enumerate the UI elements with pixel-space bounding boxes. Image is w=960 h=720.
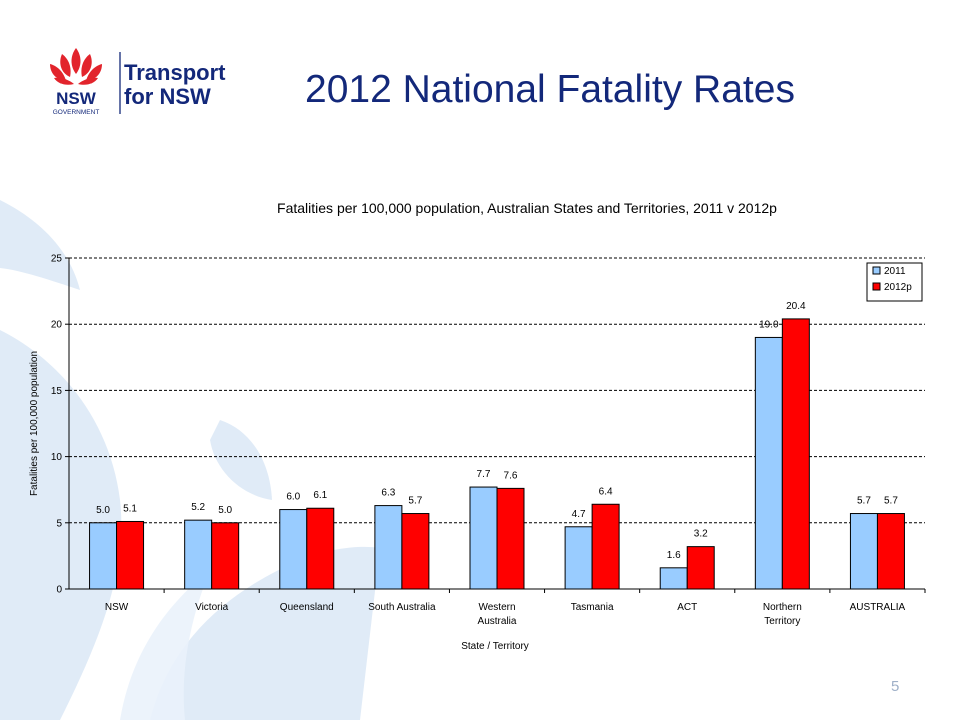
bar-2011 (279, 509, 308, 590)
bar-2011 (659, 567, 688, 590)
data-label: 5.7 (884, 496, 898, 507)
y-axis-label: Fatalities per 100,000 population (29, 351, 40, 496)
slide-title: 2012 National Fatality Rates (305, 68, 795, 111)
data-label: 20.4 (786, 301, 806, 312)
x-tick-label: Victoria (195, 602, 229, 613)
data-label: 6.1 (313, 490, 327, 501)
y-tick-label: 15 (51, 386, 63, 397)
y-tick-label: 10 (51, 452, 63, 463)
x-tick-label: AUSTRALIA (850, 602, 906, 613)
y-tick-label: 20 (51, 320, 63, 331)
y-tick-label: 5 (56, 518, 62, 529)
data-label: 5.7 (857, 496, 871, 507)
data-label: 5.0 (96, 505, 110, 516)
bar-2012p (401, 513, 430, 590)
bar-2011 (374, 505, 403, 590)
x-tick-label: Territory (764, 616, 800, 627)
x-tick-label: Australia (478, 616, 517, 627)
x-axis-label: State / Territory (461, 641, 529, 652)
x-tick-label: Tasmania (571, 602, 614, 613)
bar-2011 (89, 522, 118, 590)
x-tick-label: ACT (677, 602, 697, 613)
transport-nsw-logo: NSW GOVERNMENT Transport for NSW (50, 48, 226, 116)
y-tick-label: 0 (56, 585, 62, 596)
legend-swatch (872, 282, 881, 291)
bar-2012p (591, 503, 620, 590)
legend-label: 2012p (884, 282, 912, 293)
data-label: 5.2 (191, 502, 205, 513)
logo-nsw-text: NSW (56, 89, 97, 108)
bar-2012p (496, 487, 525, 590)
bar-2012p (781, 318, 810, 590)
bar-2012p (211, 522, 240, 590)
slide-number: 5 (891, 678, 900, 695)
bar-2012p (116, 520, 145, 590)
bar-2011 (849, 513, 878, 590)
bar-2012p (686, 546, 715, 590)
logo-line1: Transport (124, 60, 226, 85)
bar-2012p (876, 513, 905, 590)
y-tick-label: 25 (51, 254, 63, 265)
logo-government-text: GOVERNMENT (53, 109, 100, 116)
bar-2011 (564, 526, 593, 590)
data-label: 7.7 (477, 469, 491, 480)
waratah-emblem (50, 48, 102, 85)
data-label: 6.0 (286, 492, 300, 503)
x-tick-label: South Australia (368, 602, 436, 613)
data-label: 6.4 (599, 486, 613, 497)
data-label: 5.1 (123, 503, 137, 514)
data-label: 3.2 (694, 529, 708, 540)
x-tick-label: Queensland (280, 602, 334, 613)
x-tick-label: Northern (763, 602, 802, 613)
x-tick-label: NSW (105, 602, 129, 613)
chart-title: Fatalities per 100,000 population, Austr… (277, 200, 777, 216)
bar-2012p (306, 507, 335, 590)
legend-swatch (872, 266, 881, 275)
legend-label: 2011 (884, 266, 906, 277)
data-label: 7.6 (504, 470, 518, 481)
logo-line2: for NSW (124, 84, 211, 109)
data-label: 5.7 (408, 496, 422, 507)
data-label: 5.0 (218, 505, 232, 516)
x-tick-label: Western (478, 602, 515, 613)
bar-2011 (754, 336, 783, 590)
data-label: 1.6 (667, 550, 681, 561)
data-label: 4.7 (572, 509, 586, 520)
data-label: 19.0 (759, 319, 779, 330)
bar-2011 (469, 486, 498, 590)
bar-2011 (184, 519, 213, 590)
data-label: 6.3 (381, 488, 395, 499)
